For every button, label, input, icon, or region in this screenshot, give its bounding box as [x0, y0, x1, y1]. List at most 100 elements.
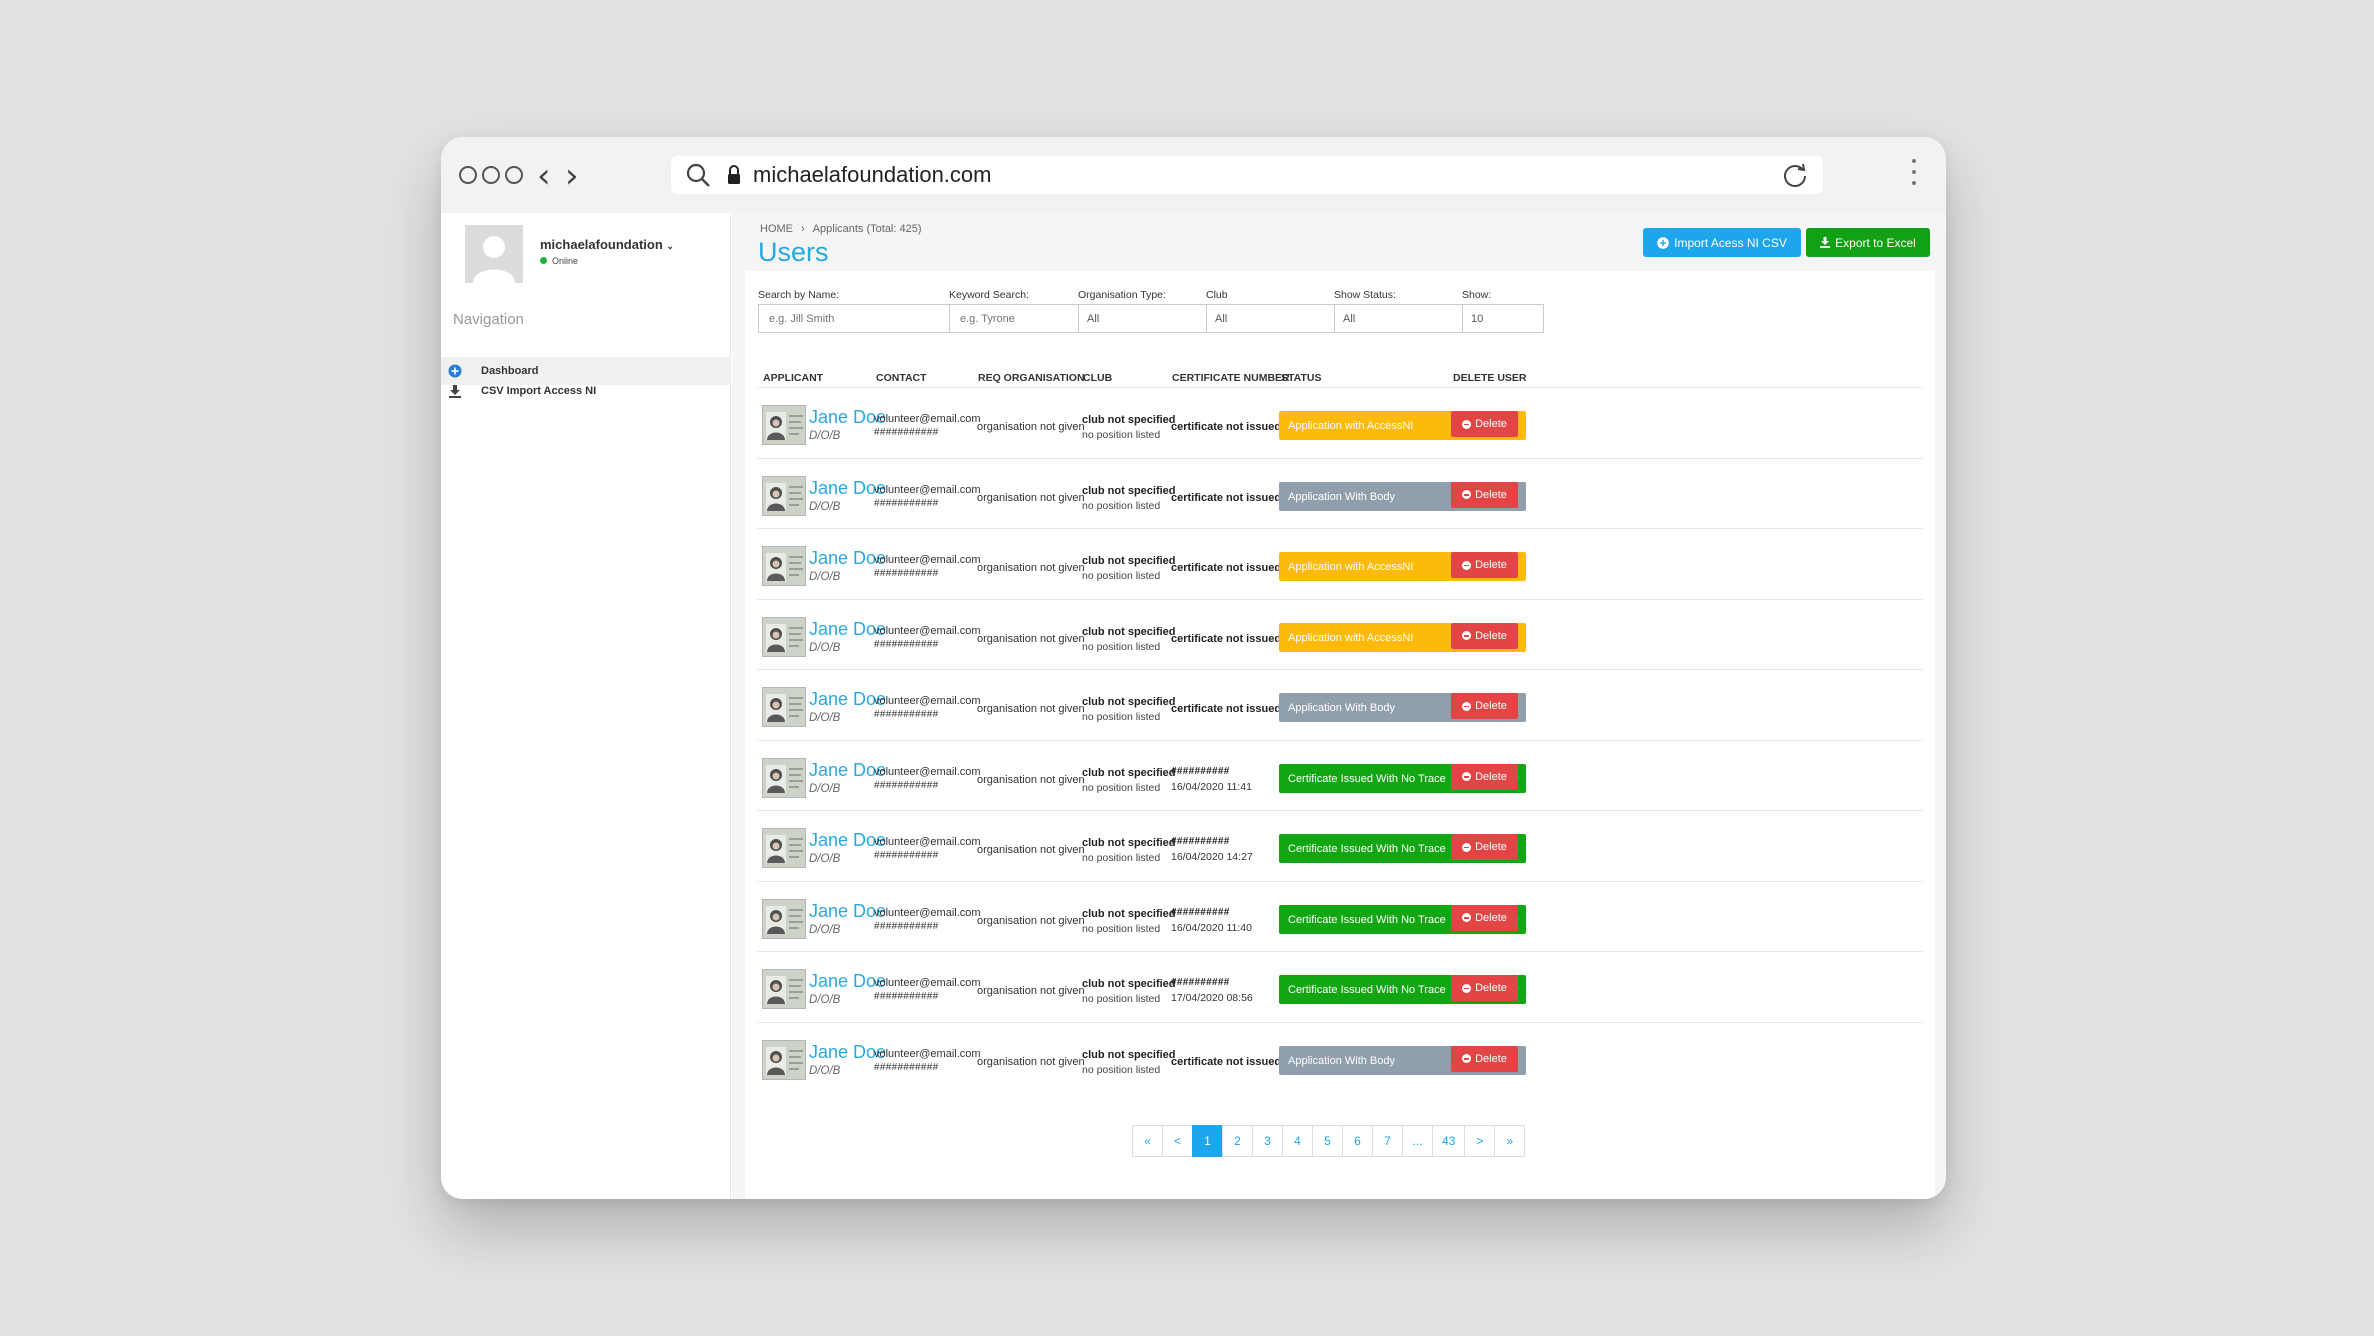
req-organisation: organisation not given: [977, 844, 1085, 856]
certificate-date: 16/04/2020 11:40: [1171, 921, 1252, 934]
applicant-photo: [762, 898, 806, 939]
page-button[interactable]: 5: [1312, 1125, 1343, 1157]
applicant-dob: D/O/B: [809, 853, 841, 865]
delete-button[interactable]: Delete: [1451, 763, 1518, 790]
applicant-name[interactable]: Jane Doe: [809, 1041, 887, 1062]
page-button[interactable]: 2: [1222, 1125, 1253, 1157]
users-panel: Search by Name: Keyword Search: Organisa…: [745, 271, 1935, 1199]
applicant-photo: [762, 475, 806, 516]
applicant-name[interactable]: Jane Doe: [809, 618, 887, 639]
nav-heading: Navigation: [453, 311, 524, 328]
search-name-label: Search by Name:: [758, 289, 840, 301]
delete-button[interactable]: Delete: [1451, 904, 1518, 931]
page-button[interactable]: 7: [1372, 1125, 1403, 1157]
id-card-image: [763, 547, 805, 585]
status-value: Certificate Issued With No Trace: [1288, 843, 1446, 855]
minus-circle-icon: [1462, 772, 1472, 781]
plus-circle-icon: [448, 364, 462, 378]
id-card-image: [763, 758, 805, 797]
show-status-value: All: [1343, 313, 1356, 325]
sidebar-item-dashboard[interactable]: Dashboard: [441, 357, 731, 385]
delete-button[interactable]: Delete: [1451, 1045, 1518, 1072]
applicant-name[interactable]: Jane Doe: [809, 830, 887, 850]
applicant-dob: D/O/B: [809, 782, 841, 795]
delete-button[interactable]: Delete: [1451, 975, 1518, 1001]
req-organisation: organisation not given: [977, 1055, 1085, 1068]
user-status: Online: [540, 256, 578, 266]
window-minimize-button[interactable]: [482, 166, 500, 184]
delete-label: Delete: [1475, 700, 1507, 712]
club-label: Club: [1206, 289, 1228, 301]
avatar: [465, 225, 523, 283]
forward-icon[interactable]: ›: [565, 156, 579, 196]
delete-button[interactable]: Delete: [1451, 411, 1518, 437]
breadcrumb-home[interactable]: HOME: [760, 223, 793, 235]
certificate-number: ##########: [1171, 906, 1230, 918]
page-button[interactable]: «: [1132, 1125, 1163, 1157]
page-button[interactable]: 1: [1192, 1125, 1223, 1157]
applicant-name[interactable]: Jane Doe: [809, 759, 887, 780]
applicant-name[interactable]: Jane Doe: [809, 477, 887, 498]
applicant-photo: [762, 687, 806, 727]
page-title: Users: [758, 237, 829, 267]
applicant-name[interactable]: Jane Doe: [809, 548, 887, 568]
delete-button[interactable]: Delete: [1451, 552, 1518, 578]
page-button[interactable]: 43: [1432, 1125, 1466, 1157]
applicant-dob: D/O/B: [809, 500, 841, 513]
address-bar[interactable]: michaelafoundation.com: [671, 156, 1823, 194]
contact-phone: ###########: [874, 427, 939, 438]
req-organisation: organisation not given: [977, 703, 1085, 715]
contact-email: volunteer@email.com: [874, 977, 981, 989]
window-close-button[interactable]: [459, 166, 477, 184]
page-button[interactable]: 3: [1252, 1125, 1283, 1157]
certificate-number: certificate not issued: [1171, 1055, 1282, 1068]
applicant-dob: D/O/B: [809, 994, 841, 1006]
delete-button[interactable]: Delete: [1451, 622, 1518, 649]
page-button[interactable]: 6: [1342, 1125, 1373, 1157]
applicant-name[interactable]: Jane Doe: [809, 900, 887, 921]
show-count-input[interactable]: 10: [1462, 304, 1544, 333]
minus-circle-icon: [1462, 983, 1472, 993]
delete-button[interactable]: Delete: [1451, 834, 1518, 860]
sidebar-item-csv-import[interactable]: CSV Import Access NI: [441, 377, 731, 405]
status-value: Application With Body: [1288, 702, 1395, 714]
certificate-number: certificate not issued: [1171, 632, 1282, 645]
delete-button[interactable]: Delete: [1451, 481, 1518, 508]
reload-icon[interactable]: [1781, 161, 1809, 189]
window-maximize-button[interactable]: [505, 166, 523, 184]
breadcrumb-current: Applicants (Total: 425): [812, 223, 922, 235]
delete-label: Delete: [1475, 841, 1507, 853]
req-organisation: organisation not given: [977, 562, 1085, 574]
page-button[interactable]: 4: [1282, 1125, 1313, 1157]
applicant-photo: [762, 828, 806, 868]
plus-circle-icon: [1657, 236, 1669, 249]
club-position: no position listed: [1082, 1063, 1161, 1076]
page-button[interactable]: ...: [1402, 1125, 1433, 1157]
sidebar-item-label: Dashboard: [481, 365, 539, 377]
club-position: no position listed: [1082, 640, 1161, 653]
certificate-number: ##########: [1171, 977, 1230, 988]
applicant-name[interactable]: Jane Doe: [809, 971, 887, 991]
page-button[interactable]: »: [1494, 1125, 1526, 1157]
header-contact: CONTACT: [876, 372, 927, 384]
contact-phone: ###########: [874, 991, 939, 1002]
contact-email: volunteer@email.com: [874, 413, 981, 425]
applicant-name[interactable]: Jane Doe: [809, 689, 887, 709]
page-button[interactable]: >: [1464, 1125, 1496, 1157]
applicant-name[interactable]: Jane Doe: [809, 407, 887, 427]
certificate-number: ##########: [1171, 836, 1230, 847]
page-button[interactable]: <: [1162, 1125, 1193, 1157]
delete-button[interactable]: Delete: [1451, 693, 1518, 719]
table-row: Jane Doe D/O/B volunteer@email.com #####…: [757, 669, 1923, 740]
applicant-photo: [762, 969, 806, 1009]
user-menu[interactable]: michaelafoundation ⌄: [540, 237, 674, 252]
contact-phone: ###########: [874, 709, 939, 720]
delete-label: Delete: [1475, 559, 1507, 571]
back-icon[interactable]: ‹: [537, 156, 551, 196]
certificate-date: 17/04/2020 08:56: [1171, 992, 1253, 1004]
status-value: Application with AccessNI: [1288, 631, 1414, 644]
export-excel-button[interactable]: Export to Excel: [1806, 228, 1930, 257]
status-value: Application with AccessNI: [1288, 420, 1414, 432]
more-options-icon[interactable]: [1911, 159, 1917, 191]
import-csv-button[interactable]: Import Acess NI CSV: [1643, 228, 1801, 257]
